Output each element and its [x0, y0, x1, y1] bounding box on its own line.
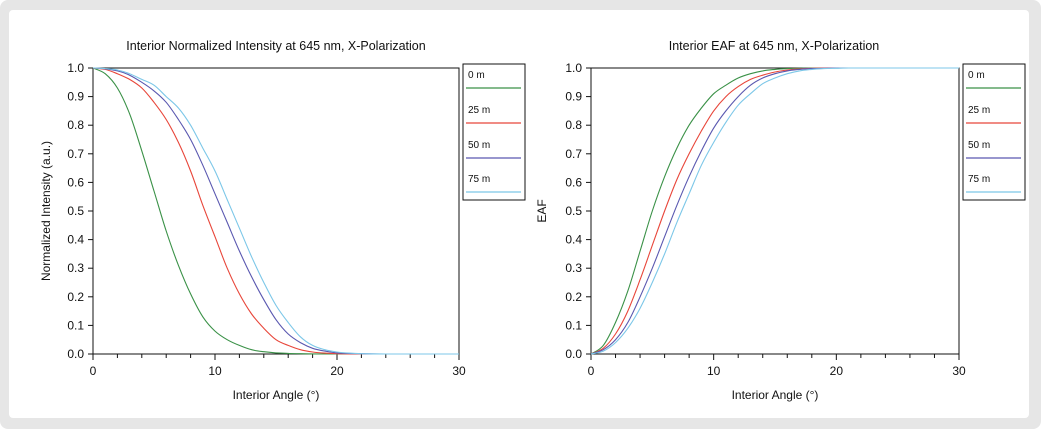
series-line-50m	[590, 67, 959, 355]
y-tick-label: 0.7	[67, 147, 84, 161]
chart-intensity-y-label: Normalized Intensity (a.u.)	[39, 141, 53, 281]
y-tick-label: 0.6	[565, 175, 582, 189]
y-tick-label: 0.3	[67, 261, 84, 275]
x-tick-label: 10	[208, 364, 222, 378]
y-tick-label: 0.3	[565, 261, 582, 275]
legend-label-75m: 75 m	[968, 174, 990, 185]
chart-intensity-series	[92, 67, 459, 355]
legend-label-25m: 25 m	[468, 105, 490, 116]
y-tick-label: 0.8	[67, 118, 84, 132]
x-tick-label: 30	[452, 364, 466, 378]
legend-label-25m: 25 m	[968, 105, 990, 116]
y-tick-label: 0.8	[565, 118, 582, 132]
legend-label-50m: 50 m	[968, 140, 990, 151]
chart-eaf-plot-area	[590, 67, 960, 355]
chart-eaf-x-axis: 0 10 20 30	[588, 354, 966, 378]
chart-intensity-x-axis: 0 10 20 30	[90, 354, 466, 378]
y-tick-label: 0.2	[67, 290, 84, 304]
chart-intensity-x-label: Interior Angle (°)	[233, 388, 320, 402]
x-tick-label: 0	[588, 364, 595, 378]
legend-label-50m: 50 m	[468, 140, 490, 151]
chart-intensity-legend: 0 m 25 m 50 m 75 m	[462, 63, 526, 201]
y-tick-label: 0.4	[67, 233, 84, 247]
series-line-0m	[590, 67, 959, 355]
x-tick-label: 10	[707, 364, 721, 378]
chart-eaf-title: Interior EAF at 645 nm, X-Polarization	[669, 39, 880, 53]
series-line-0m	[92, 67, 459, 355]
x-tick-label: 20	[830, 364, 844, 378]
y-tick-label: 0.9	[565, 90, 582, 104]
y-tick-label: 0.0	[67, 347, 84, 361]
chart-eaf-legend-box	[962, 63, 1026, 201]
y-tick-label: 0.6	[67, 175, 84, 189]
chart-eaf: Interior EAF at 645 nm, X-Polarization 0…	[535, 39, 1026, 402]
legend-label-75m: 75 m	[468, 174, 490, 185]
chart-eaf-y-label: EAF	[535, 199, 549, 222]
chart-eaf-y-axis: 0.0 0.1 0.2 0.3 0.4 0.5 0.6 0.7 0.8 0.9 1.0	[565, 61, 591, 361]
chart-eaf-x-label: Interior Angle (°)	[732, 388, 819, 402]
x-tick-label: 30	[952, 364, 966, 378]
y-tick-label: 0.9	[67, 90, 84, 104]
chart-intensity-y-axis: 0.0 0.1 0.2 0.3 0.4 0.5 0.6 0.7 0.8 0.9 1.0	[67, 61, 93, 361]
y-tick-label: 0.7	[565, 147, 582, 161]
chart-intensity-title: Interior Normalized Intensity at 645 nm,…	[126, 39, 425, 53]
x-tick-label: 20	[330, 364, 344, 378]
chart-eaf-legend: 0 m 25 m 50 m 75 m	[962, 63, 1026, 201]
y-tick-label: 1.0	[67, 61, 84, 75]
y-tick-label: 0.5	[67, 204, 84, 218]
chart-intensity-legend-box	[462, 63, 526, 201]
chart-intensity: Interior Normalized Intensity at 645 nm,…	[39, 39, 526, 402]
series-line-25m	[590, 67, 959, 355]
series-line-75m	[92, 67, 459, 355]
y-tick-label: 0.4	[565, 233, 582, 247]
y-tick-label: 0.5	[565, 204, 582, 218]
legend-label-0m: 0 m	[968, 70, 985, 81]
chart-intensity-plot-area	[92, 67, 460, 355]
y-tick-label: 1.0	[565, 61, 582, 75]
series-line-75m	[590, 67, 959, 355]
x-tick-label: 0	[90, 364, 97, 378]
series-line-25m	[92, 67, 459, 355]
chart-eaf-series	[590, 67, 959, 355]
y-tick-label: 0.1	[565, 318, 582, 332]
y-tick-label: 0.1	[67, 318, 84, 332]
legend-label-0m: 0 m	[468, 70, 485, 81]
y-tick-label: 0.0	[565, 347, 582, 361]
y-tick-label: 0.2	[565, 290, 582, 304]
series-line-50m	[92, 67, 459, 355]
